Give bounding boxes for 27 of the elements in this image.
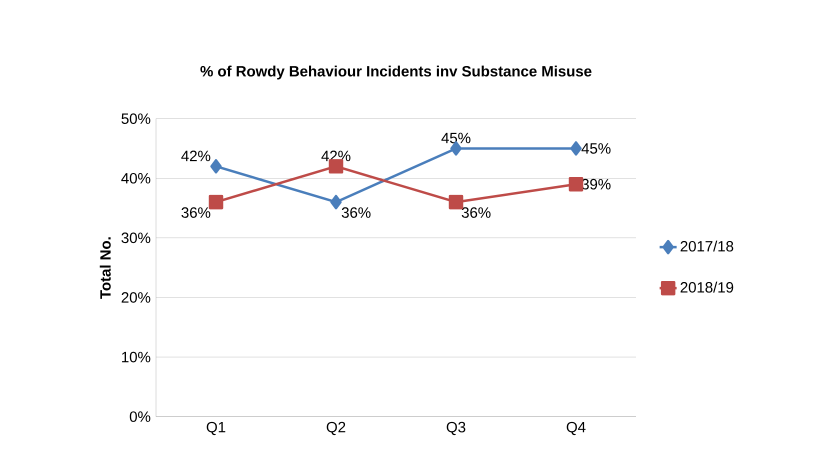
data-label: 45% — [582, 143, 611, 154]
point — [210, 159, 222, 174]
y-tick-label: 40% — [121, 172, 150, 184]
y-tick-label: 0% — [130, 411, 150, 422]
y-tick-label: 10% — [122, 352, 150, 362]
y-tick-label: 20% — [122, 292, 150, 303]
data-label: 36% — [462, 207, 491, 218]
x-tick-label: Q3 — [446, 422, 466, 436]
point — [448, 194, 464, 210]
x-tick-label: Q2 — [326, 422, 346, 436]
y-tick-label: 50% — [122, 113, 150, 124]
y-axis-title: Total No. — [100, 237, 111, 299]
point — [208, 194, 224, 210]
x-tick-label: Q1 — [206, 422, 226, 436]
x-tick-label: Q4 — [566, 422, 586, 436]
point — [568, 176, 584, 192]
data-label: 42% — [181, 150, 210, 162]
point — [330, 194, 342, 210]
y-tick-label: 30% — [121, 232, 150, 244]
data-label: 45% — [441, 132, 470, 144]
point — [570, 141, 582, 156]
data-label: 36% — [342, 207, 371, 218]
data-label: 36% — [181, 207, 210, 218]
chart-title: % of Rowdy Behaviour Incidents inv Substance Misuse — [200, 66, 592, 80]
data-label: 39% — [582, 178, 611, 190]
legend-label: 2018/19 — [680, 282, 734, 293]
legend-label: 2017/18 — [680, 240, 734, 252]
